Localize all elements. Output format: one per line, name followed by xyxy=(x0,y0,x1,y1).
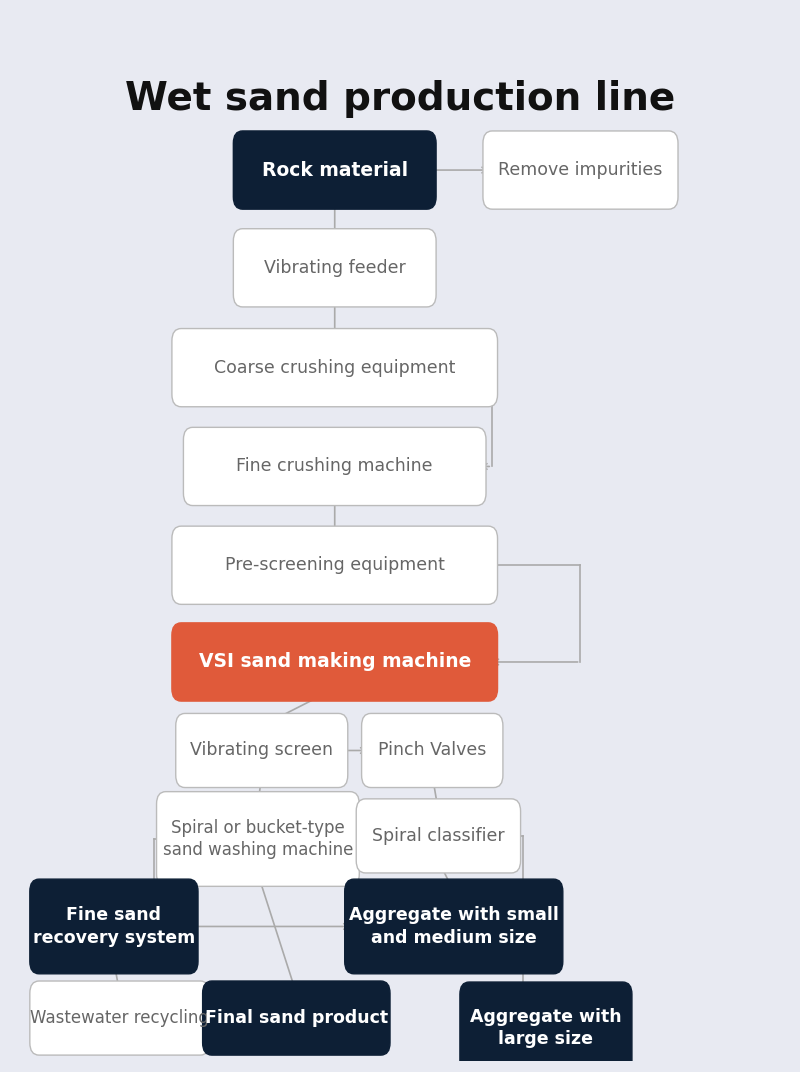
FancyBboxPatch shape xyxy=(30,879,198,973)
FancyBboxPatch shape xyxy=(172,328,498,406)
Text: Vibrating feeder: Vibrating feeder xyxy=(264,258,406,277)
Text: Wastewater recycling: Wastewater recycling xyxy=(30,1009,209,1027)
Text: Coarse crushing equipment: Coarse crushing equipment xyxy=(214,359,455,376)
FancyBboxPatch shape xyxy=(172,526,498,605)
FancyBboxPatch shape xyxy=(157,791,359,887)
Text: Final sand product: Final sand product xyxy=(205,1009,388,1027)
FancyBboxPatch shape xyxy=(30,981,210,1055)
FancyBboxPatch shape xyxy=(176,714,348,788)
Text: Wet sand production line: Wet sand production line xyxy=(125,80,675,118)
FancyBboxPatch shape xyxy=(483,131,678,209)
Text: Spiral or bucket-type
sand washing machine: Spiral or bucket-type sand washing machi… xyxy=(162,819,353,859)
FancyBboxPatch shape xyxy=(172,623,498,701)
Text: Spiral classifier: Spiral classifier xyxy=(372,827,505,845)
FancyBboxPatch shape xyxy=(202,981,390,1055)
Text: Rock material: Rock material xyxy=(262,161,408,180)
Text: Aggregate with
large size: Aggregate with large size xyxy=(470,1008,622,1048)
Text: Vibrating screen: Vibrating screen xyxy=(190,742,334,759)
Text: Remove impurities: Remove impurities xyxy=(498,161,662,179)
Text: Pinch Valves: Pinch Valves xyxy=(378,742,486,759)
FancyBboxPatch shape xyxy=(183,428,486,506)
FancyBboxPatch shape xyxy=(234,228,436,307)
Text: Aggregate with small
and medium size: Aggregate with small and medium size xyxy=(349,906,558,947)
FancyBboxPatch shape xyxy=(234,131,436,209)
FancyBboxPatch shape xyxy=(356,799,521,873)
Text: Fine sand
recovery system: Fine sand recovery system xyxy=(33,906,195,947)
Text: Pre-screening equipment: Pre-screening equipment xyxy=(225,556,445,575)
FancyBboxPatch shape xyxy=(345,879,563,973)
Text: Fine crushing machine: Fine crushing machine xyxy=(237,458,433,476)
FancyBboxPatch shape xyxy=(362,714,503,788)
FancyBboxPatch shape xyxy=(460,982,632,1072)
Text: VSI sand making machine: VSI sand making machine xyxy=(198,653,471,671)
